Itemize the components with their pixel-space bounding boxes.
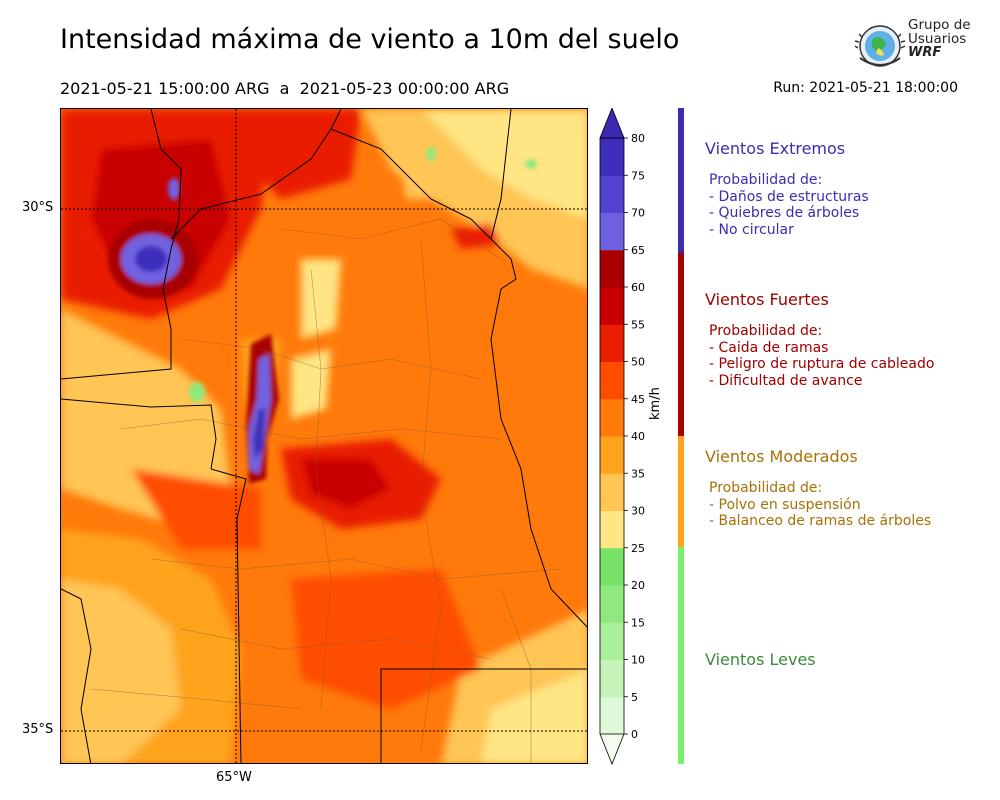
colorbar-max-extension bbox=[599, 108, 625, 139]
category-line: - Daños de estructuras bbox=[709, 188, 869, 205]
category-line: - Dificultad de avance bbox=[709, 372, 863, 389]
province-borders bbox=[61, 109, 587, 763]
colorbar-segment bbox=[600, 510, 624, 549]
colorbar-segment bbox=[600, 212, 624, 251]
colorbar-segment bbox=[600, 622, 624, 660]
colorbar-segment bbox=[600, 361, 624, 400]
category-title: Vientos Fuertes bbox=[705, 290, 829, 309]
colorbar-segment bbox=[600, 436, 624, 474]
category-line: Probabilidad de: bbox=[709, 480, 823, 496]
category-line: - No circular bbox=[709, 221, 794, 238]
category-line: Probabilidad de: bbox=[709, 172, 823, 188]
colorbar: 0 5 10 15 20 25 30 35 40 45 50 55 60 65 70 75 80 bbox=[599, 108, 645, 766]
forecast-period: 2021-05-21 15:00:00 ARG a 2021-05-23 00:… bbox=[60, 79, 510, 98]
category-strong: Vientos Fuertes Probabilidad de: - Caida… bbox=[705, 290, 934, 389]
legend-bar-strong bbox=[678, 253, 684, 436]
colorbar-tick-label: 0 bbox=[631, 728, 638, 741]
colorbar-segment bbox=[600, 324, 624, 362]
category-line: - Balanceo de ramas de árboles bbox=[709, 513, 932, 529]
colorbar-tick-label: 55 bbox=[631, 318, 645, 331]
colorbar-segment bbox=[600, 398, 624, 437]
wind-field bbox=[61, 109, 587, 763]
category-line: Probabilidad de: bbox=[709, 323, 823, 339]
wrf-globe-logo-icon bbox=[854, 25, 906, 67]
wind-map-svg bbox=[61, 109, 587, 763]
logo-line-1: Grupo de bbox=[908, 17, 971, 33]
colorbar-tick-label: 75 bbox=[631, 169, 645, 182]
category-extreme: Vientos Extremos Probabilidad de: - Daño… bbox=[705, 139, 869, 238]
colorbar-tick-label: 80 bbox=[631, 132, 645, 145]
colorbar-tick-label: 70 bbox=[631, 207, 645, 220]
colorbar-tick-label: 40 bbox=[631, 430, 645, 443]
colorbar-tick-label: 25 bbox=[631, 542, 645, 555]
colorbar-tick-label: 5 bbox=[631, 691, 638, 704]
colorbar-segment bbox=[600, 585, 624, 623]
lat-label-30s: 30°S bbox=[22, 200, 54, 215]
colorbar-segment bbox=[600, 659, 624, 698]
legend-bar-extreme bbox=[678, 108, 684, 253]
legend-bar-moderate bbox=[678, 436, 684, 547]
colorbar-min-extension bbox=[599, 733, 625, 766]
colorbar-segment bbox=[600, 175, 624, 213]
category-title: Vientos Extremos bbox=[705, 139, 846, 158]
logo-line-2: Usuarios bbox=[908, 31, 967, 47]
colorbar-tick-label: 15 bbox=[631, 616, 645, 629]
colorbar-segment bbox=[600, 287, 624, 325]
logo-text: Grupo de Usuarios WRF bbox=[908, 18, 971, 60]
colorbar-unit-label: km/h bbox=[648, 387, 663, 420]
department-borders bbox=[90, 218, 562, 763]
colorbar-tick-label: 35 bbox=[631, 467, 645, 480]
run-time: Run: 2021-05-21 18:00:00 bbox=[773, 80, 958, 96]
colorbar-segment bbox=[600, 138, 624, 176]
category-line: - Polvo en suspensión bbox=[709, 496, 861, 513]
colorbar-tick-label: 65 bbox=[631, 244, 645, 257]
extreme-wind-zones bbox=[108, 147, 537, 484]
colorbar-segment bbox=[600, 473, 624, 511]
colorbar-tick-label: 20 bbox=[631, 579, 645, 592]
category-line: - Caida de ramas bbox=[709, 339, 829, 356]
lat-label-35s: 35°S bbox=[22, 722, 54, 737]
colorbar-tick-label: 45 bbox=[631, 393, 645, 406]
colorbar-tick-label: 50 bbox=[631, 356, 645, 369]
colorbar-segment bbox=[600, 547, 624, 586]
colorbar-segment bbox=[600, 249, 624, 288]
colorbar-tick-label: 60 bbox=[631, 281, 645, 294]
category-title: Vientos Moderados bbox=[705, 447, 858, 466]
category-title: Vientos Leves bbox=[705, 650, 816, 669]
colorbar-tick-label: 10 bbox=[631, 654, 645, 667]
colorbar-tick-label: 30 bbox=[631, 505, 645, 518]
category-moderate: Vientos Moderados Probabilidad de: - Pol… bbox=[705, 447, 931, 530]
category-line: - Peligro de ruptura de cableado bbox=[709, 356, 935, 372]
logo-line-3: WRF bbox=[908, 45, 942, 60]
lon-label-65w: 65°W bbox=[216, 770, 252, 785]
legend-bar-light bbox=[678, 547, 684, 764]
page-title: Intensidad máxima de viento a 10m del su… bbox=[60, 24, 680, 55]
category-line: - Quiebres de árboles bbox=[709, 205, 860, 221]
category-light: Vientos Leves bbox=[705, 650, 816, 669]
colorbar-segment bbox=[600, 696, 624, 735]
wind-map bbox=[60, 108, 588, 764]
